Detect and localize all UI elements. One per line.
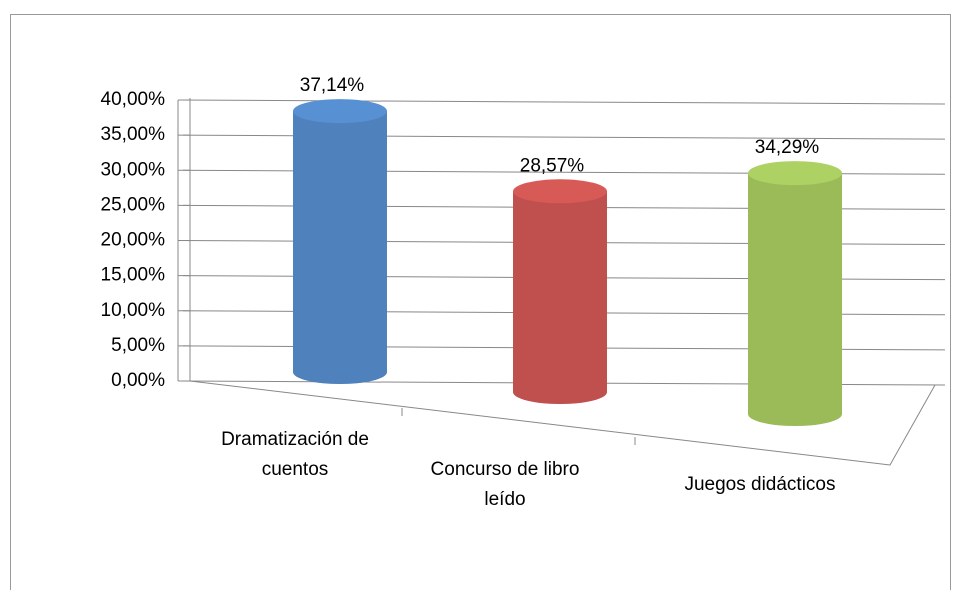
bar-top xyxy=(293,99,387,124)
data-label: 37,14% xyxy=(300,75,365,96)
chart-frame xyxy=(10,14,951,590)
data-label: 28,57% xyxy=(520,155,585,176)
bar-shade xyxy=(748,173,842,426)
grid-line xyxy=(177,99,946,105)
bar xyxy=(513,179,607,404)
y-tick-label: 0,00% xyxy=(111,370,165,391)
bar-shade xyxy=(293,111,387,385)
bar xyxy=(748,161,842,426)
x-tick-label: Dramatización de cuentos xyxy=(221,429,369,480)
y-tick-label: 10,00% xyxy=(101,300,166,321)
data-label: 34,29% xyxy=(755,137,820,158)
bar-shade xyxy=(513,191,607,404)
y-tick-label: 5,00% xyxy=(111,335,165,356)
y-tick-label: 15,00% xyxy=(101,265,166,286)
floor xyxy=(189,380,936,466)
y-tick-label: 25,00% xyxy=(101,194,166,215)
x-tick-label: Juegos didácticos xyxy=(684,474,836,495)
x-tick-label: Concurso de libro leído xyxy=(430,459,580,510)
y-tick-label: 40,00% xyxy=(101,89,166,110)
y-tick-label: 20,00% xyxy=(101,230,166,251)
bar xyxy=(293,99,387,385)
y-tick-label: 35,00% xyxy=(101,124,166,145)
bar-top xyxy=(748,161,842,186)
bar-top xyxy=(513,179,607,204)
y-tick-label: 30,00% xyxy=(101,159,166,180)
